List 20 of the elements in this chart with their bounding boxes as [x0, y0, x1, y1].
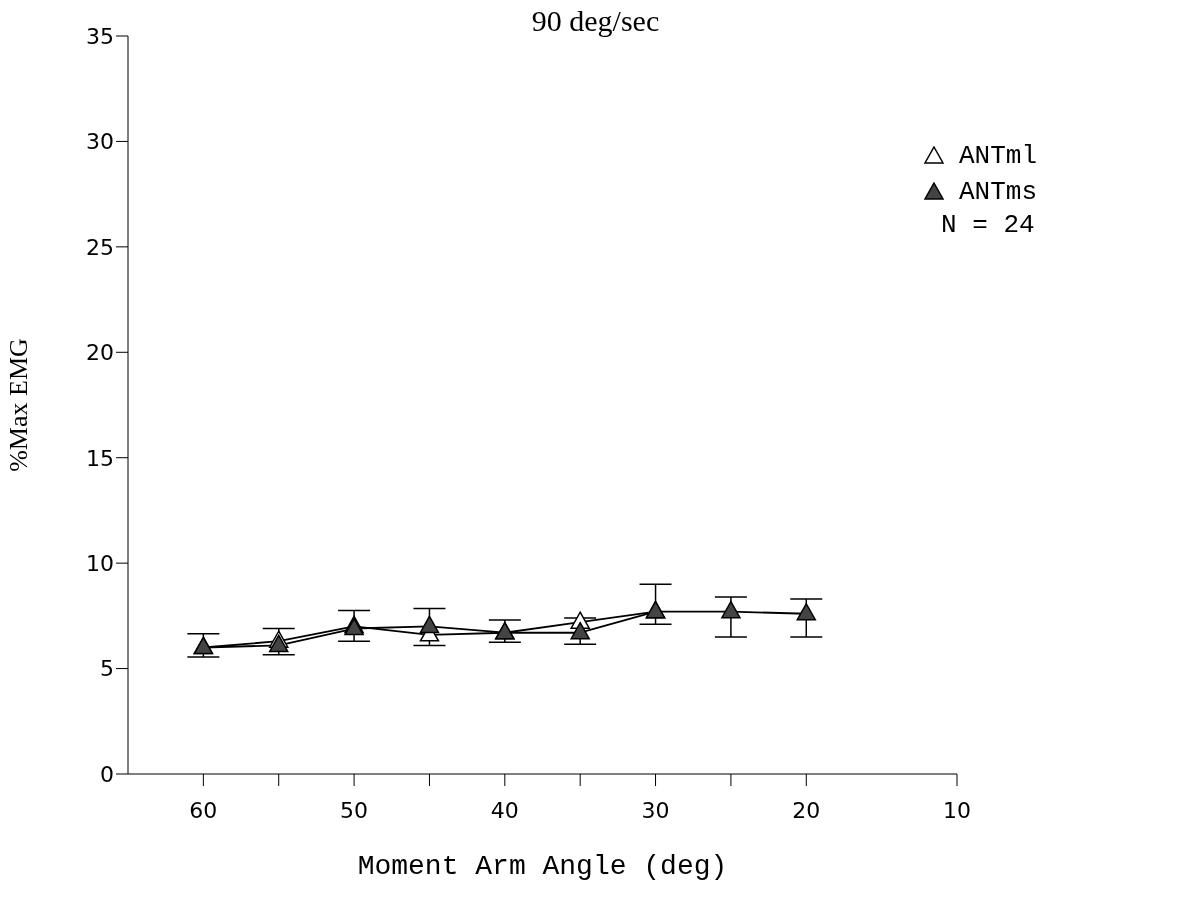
- y-tick-label: 15: [86, 445, 114, 471]
- x-tick-label: 30: [641, 797, 670, 823]
- annotation: N = 24: [940, 210, 1036, 242]
- x-axis-title: Moment Arm Angle (deg): [357, 851, 728, 882]
- x-tick-label: 60: [189, 797, 218, 823]
- y-tick-label: 25: [86, 234, 114, 260]
- y-tick-label: 0: [100, 761, 114, 787]
- x-tick-label: 40: [490, 797, 519, 823]
- chart-title: 90 deg/sec: [531, 4, 660, 37]
- x-tick-label: 50: [340, 797, 369, 823]
- y-tick-label: 5: [100, 656, 114, 682]
- y-tick-label: 20: [86, 340, 114, 366]
- x-tick-label: 20: [792, 797, 821, 823]
- y-tick-label: 10: [86, 550, 114, 576]
- x-tick-label: 10: [943, 797, 971, 823]
- y-tick-label: 30: [86, 129, 114, 155]
- y-tick-label: 35: [86, 23, 114, 49]
- legend-label: ANTml: [959, 141, 1038, 171]
- legend-label: ANTms: [959, 177, 1038, 207]
- y-axis-title: %Max EMG: [4, 338, 34, 472]
